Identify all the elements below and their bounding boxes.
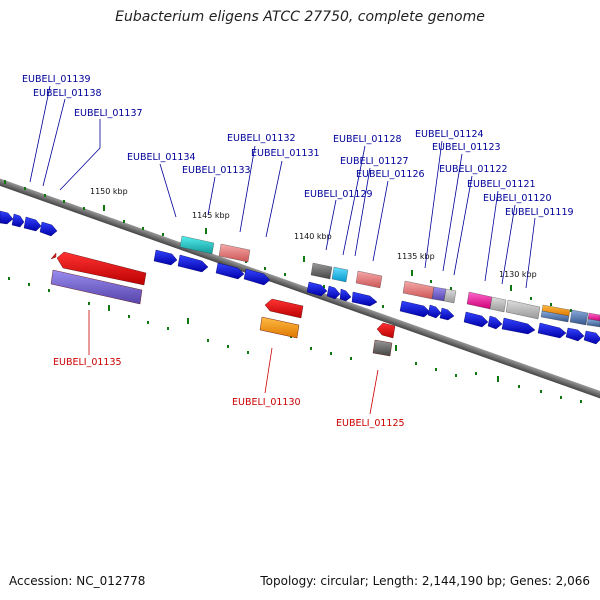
cds-arrow[interactable] xyxy=(306,281,328,297)
feature-block[interactable] xyxy=(505,299,541,320)
gene-label[interactable]: EUBELI_01126 xyxy=(356,169,425,180)
gene-label[interactable]: EUBELI_01138 xyxy=(33,88,102,99)
cds-arrow[interactable] xyxy=(537,322,567,339)
feature-block[interactable] xyxy=(259,316,300,339)
cds-arrow[interactable] xyxy=(583,330,600,345)
feature-block[interactable] xyxy=(218,243,251,263)
cds-arrow[interactable] xyxy=(177,254,209,273)
gene-label[interactable]: EUBELI_01129 xyxy=(304,189,373,200)
cds-arrow[interactable] xyxy=(264,298,304,319)
cds-arrow[interactable] xyxy=(439,307,455,321)
cds-arrow[interactable] xyxy=(487,315,503,330)
bottom-gene-labels: EUBELI_01135 EUBELI_01130 EUBELI_01125 xyxy=(53,357,405,429)
cds-arrow[interactable] xyxy=(376,322,396,339)
feature-block[interactable] xyxy=(443,288,457,304)
feature-block[interactable] xyxy=(587,312,600,322)
cds-arrow[interactable] xyxy=(339,288,352,302)
top-gene-labels: EUBELI_01139 EUBELI_01138 EUBELI_01137 E… xyxy=(22,74,574,218)
accession-text: Accession: NC_012778 xyxy=(9,574,146,588)
cds-arrow[interactable] xyxy=(427,304,442,319)
cds-arrow[interactable] xyxy=(56,251,147,286)
feature-block[interactable] xyxy=(179,235,215,255)
feature-block[interactable] xyxy=(402,280,435,300)
gene-label[interactable]: EUBELI_01125 xyxy=(336,418,405,429)
cds-arrow[interactable] xyxy=(351,291,378,307)
cds-arrow[interactable] xyxy=(0,210,14,225)
cds-arrow[interactable] xyxy=(399,300,431,318)
gene-label[interactable]: EUBELI_01135 xyxy=(53,357,122,368)
cds-arrow[interactable] xyxy=(243,268,271,286)
cds-arrow[interactable] xyxy=(50,252,57,260)
page-title: Eubacterium eligens ATCC 27750, complete… xyxy=(115,9,485,25)
scale-label: 1150 kbp xyxy=(90,187,128,196)
feature-block[interactable] xyxy=(466,291,493,310)
gene-label[interactable]: EUBELI_01133 xyxy=(182,165,251,176)
scale-label: 1130 kbp xyxy=(499,270,537,279)
feature-block[interactable] xyxy=(540,310,570,323)
gene-label[interactable]: EUBELI_01119 xyxy=(505,207,574,218)
cds-arrow[interactable] xyxy=(565,327,585,342)
scale-label: 1145 kbp xyxy=(192,211,230,220)
cds-arrow[interactable] xyxy=(23,216,42,232)
genome-stats-text: Topology: circular; Length: 2,144,190 bp… xyxy=(260,574,590,588)
feature-block[interactable] xyxy=(310,262,333,280)
gene-label[interactable]: EUBELI_01131 xyxy=(251,148,320,159)
feature-block[interactable] xyxy=(431,286,447,302)
cds-arrow[interactable] xyxy=(215,262,245,280)
scale-label: 1140 kbp xyxy=(294,232,332,241)
gene-label[interactable]: EUBELI_01122 xyxy=(439,164,508,175)
cds-arrow[interactable] xyxy=(501,317,536,335)
gene-label[interactable]: EUBELI_01121 xyxy=(467,179,536,190)
forward-cds-track xyxy=(0,210,600,345)
cds-arrow[interactable] xyxy=(326,285,341,300)
feature-block[interactable] xyxy=(569,309,589,326)
gene-label[interactable]: EUBELI_01120 xyxy=(483,193,552,204)
gene-label[interactable]: EUBELI_01134 xyxy=(127,152,196,163)
feature-block[interactable] xyxy=(355,270,383,289)
gene-label[interactable]: EUBELI_01128 xyxy=(333,134,402,145)
gene-label[interactable]: EUBELI_01130 xyxy=(232,397,301,408)
feature-block[interactable] xyxy=(586,318,600,328)
label-leaders xyxy=(29,85,536,415)
scale-label: 1135 kbp xyxy=(397,252,435,261)
cds-arrow[interactable] xyxy=(39,221,58,237)
forward-feature-track xyxy=(179,235,600,328)
feature-block[interactable] xyxy=(372,339,393,357)
cds-arrow[interactable] xyxy=(11,213,25,228)
gene-label[interactable]: EUBELI_01132 xyxy=(227,133,296,144)
gene-label[interactable]: EUBELI_01139 xyxy=(22,74,91,85)
feature-block[interactable] xyxy=(331,266,349,283)
gene-label[interactable]: EUBELI_01124 xyxy=(415,129,484,140)
genome-backbone xyxy=(0,118,600,459)
feature-block[interactable] xyxy=(50,269,143,305)
cds-arrow[interactable] xyxy=(153,249,178,266)
reverse-cds-track xyxy=(50,251,396,357)
feature-block[interactable] xyxy=(489,296,507,313)
cds-arrow[interactable] xyxy=(463,311,489,328)
gene-label[interactable]: EUBELI_01123 xyxy=(432,142,501,153)
gene-label[interactable]: EUBELI_01137 xyxy=(74,108,143,119)
gene-label[interactable]: EUBELI_01127 xyxy=(340,156,409,167)
